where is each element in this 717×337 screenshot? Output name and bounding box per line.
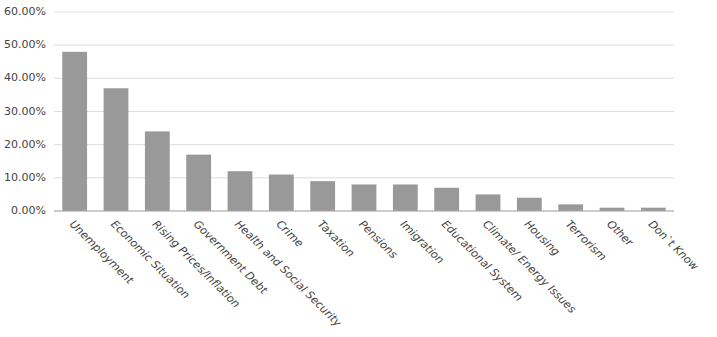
bar bbox=[352, 184, 377, 211]
x-tick-label: Economic Situation bbox=[108, 218, 192, 302]
bar bbox=[310, 181, 335, 211]
bars bbox=[62, 52, 665, 211]
bar bbox=[62, 52, 87, 211]
y-tick-label: 40.00% bbox=[4, 71, 46, 84]
x-tick-label: Housing bbox=[522, 218, 563, 259]
grid-line bbox=[54, 12, 674, 13]
bar bbox=[145, 131, 170, 211]
y-tick-label: 30.00% bbox=[4, 105, 46, 118]
x-tick-label: Crime bbox=[274, 218, 307, 251]
bar bbox=[269, 175, 294, 211]
grid-line bbox=[54, 78, 674, 79]
x-tick-label: Don`t Know bbox=[646, 218, 701, 273]
x-tick-label: Climate/ Energy Issues bbox=[480, 218, 578, 316]
y-tick-label: 0.00% bbox=[11, 204, 46, 217]
bar bbox=[228, 171, 253, 211]
x-tick-label: Taxation bbox=[315, 218, 357, 260]
bar bbox=[186, 155, 211, 211]
bar bbox=[393, 184, 418, 211]
bar bbox=[558, 204, 583, 211]
x-tick-label: Other bbox=[604, 218, 636, 250]
bar bbox=[476, 194, 501, 211]
bar bbox=[517, 198, 542, 211]
bar bbox=[434, 188, 459, 211]
x-tick-labels: UnemploymentEconomic SituationRising Pri… bbox=[67, 218, 701, 330]
chart-svg: 0.00% 10.00% 20.00% 30.00% 40.00% 50.00% 60.00… bbox=[0, 0, 717, 337]
x-tick-label: Imigration bbox=[398, 218, 447, 267]
x-tick-label: Educational System bbox=[439, 218, 525, 304]
y-grid bbox=[54, 12, 674, 211]
grid-line bbox=[54, 211, 674, 212]
y-tick-label: 20.00% bbox=[4, 138, 46, 151]
grid-line bbox=[54, 45, 674, 46]
y-tick-label: 50.00% bbox=[4, 38, 46, 51]
x-tick-label: Government Debt bbox=[191, 218, 271, 298]
x-tick-label: Terrorism bbox=[563, 218, 609, 264]
x-tick-label: Pensions bbox=[356, 218, 400, 262]
x-axis-line bbox=[54, 211, 674, 212]
y-tick-label: 10.00% bbox=[4, 171, 46, 184]
y-tick-label: 60.00% bbox=[4, 5, 46, 18]
y-tick-labels: 0.00% 10.00% 20.00% 30.00% 40.00% 50.00% 60.00… bbox=[4, 5, 46, 217]
grid-line bbox=[54, 111, 674, 112]
chart-container: 0.00% 10.00% 20.00% 30.00% 40.00% 50.00% 60.00… bbox=[0, 0, 717, 337]
bar bbox=[104, 88, 129, 211]
